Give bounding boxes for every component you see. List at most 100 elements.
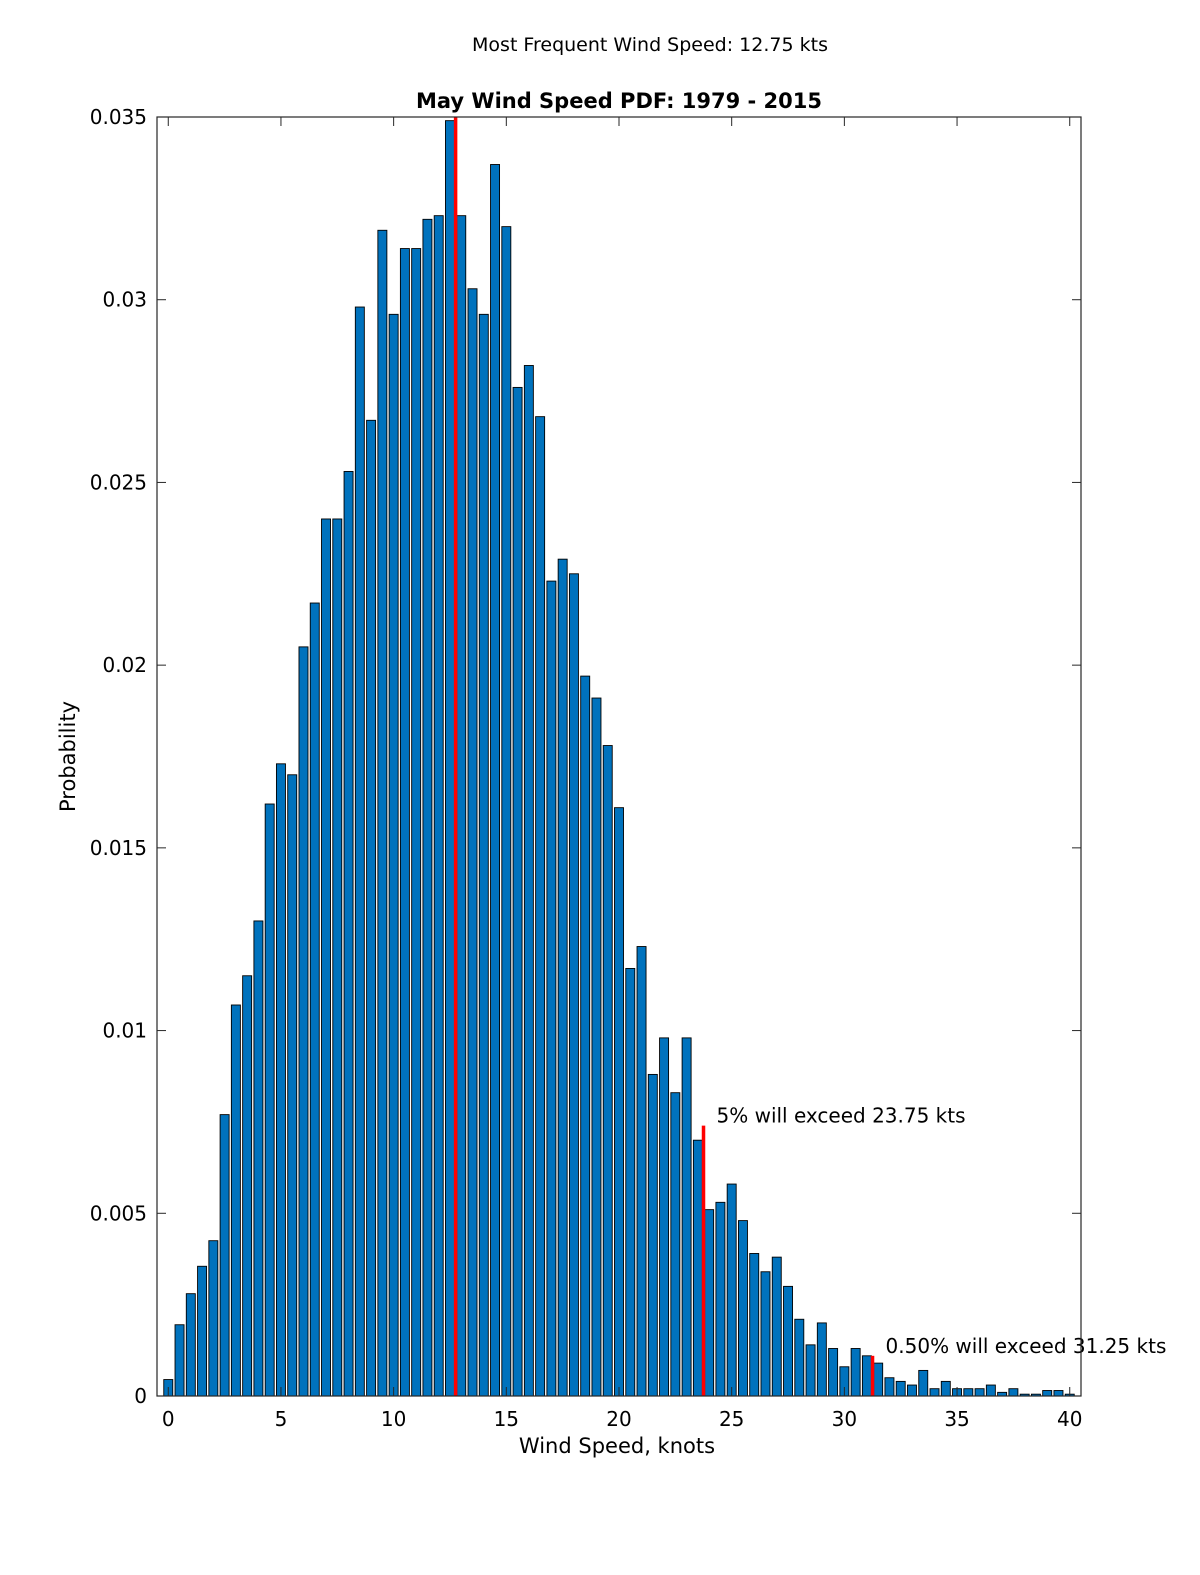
bar <box>974 1388 985 1397</box>
y-tick-label: 0.02 <box>102 653 147 677</box>
bar <box>737 1220 748 1397</box>
x-axis-label: Wind Speed, knots <box>519 1434 715 1458</box>
bar <box>963 1388 974 1397</box>
bar <box>557 558 568 1397</box>
bar <box>253 920 264 1397</box>
x-tick-label: 10 <box>381 1407 406 1431</box>
bar <box>298 646 309 1397</box>
bar <box>591 697 602 1397</box>
bar <box>490 164 501 1397</box>
bar <box>749 1253 760 1397</box>
y-tick-label: 0.01 <box>102 1019 147 1043</box>
bar <box>895 1380 906 1397</box>
chart-supertitle: Most Frequent Wind Speed: 12.75 kts <box>472 34 828 56</box>
bar <box>760 1271 771 1397</box>
y-tick-label: 0.005 <box>90 1201 147 1225</box>
bar <box>174 1324 185 1397</box>
bar <box>1008 1388 1019 1397</box>
bar <box>456 215 467 1397</box>
y-axis-label: Probability <box>56 701 80 812</box>
y-tick-label: 0.03 <box>102 288 147 312</box>
bar <box>411 248 422 1397</box>
bar <box>523 365 534 1397</box>
bar <box>467 288 478 1397</box>
bar <box>219 1114 230 1397</box>
bar <box>433 215 444 1397</box>
bar <box>805 1344 816 1397</box>
bar <box>681 1037 692 1397</box>
bar <box>985 1384 996 1397</box>
bar <box>332 518 343 1397</box>
bar-series <box>163 120 1075 1397</box>
x-tick-label: 40 <box>1057 1407 1082 1431</box>
bar <box>614 807 624 1397</box>
bar <box>242 975 253 1397</box>
bar <box>636 946 647 1397</box>
bar <box>185 1293 196 1397</box>
bar <box>918 1369 929 1397</box>
axis-ticks: 0 5 10 15 20 25 30 35 40 0 0.005 0.01 0.015 0.02 0.025… <box>90 105 1083 1431</box>
bar <box>726 1183 737 1397</box>
bar <box>873 1362 884 1397</box>
bar <box>1053 1390 1064 1397</box>
bar <box>287 774 298 1397</box>
bar <box>783 1285 793 1397</box>
bar <box>861 1355 872 1397</box>
y-tick-label: 0.035 <box>90 105 147 129</box>
bar <box>546 580 557 1397</box>
bar <box>208 1240 219 1397</box>
bar <box>422 218 433 1397</box>
x-tick-label: 35 <box>944 1407 969 1431</box>
y-tick-label: 0 <box>134 1384 147 1408</box>
bar <box>670 1092 681 1397</box>
x-tick-label: 15 <box>494 1407 519 1431</box>
x-tick-label: 5 <box>275 1407 288 1431</box>
bar <box>512 386 523 1397</box>
bar <box>197 1265 208 1397</box>
bar <box>907 1384 917 1397</box>
y-tick-label: 0.025 <box>90 470 147 494</box>
bar <box>388 313 399 1397</box>
bar <box>501 226 512 1397</box>
bar <box>602 745 613 1397</box>
bar <box>940 1380 951 1397</box>
bar <box>580 675 591 1397</box>
bar <box>230 1004 241 1397</box>
bar <box>692 1139 703 1397</box>
bar <box>478 313 489 1397</box>
bar <box>321 518 331 1397</box>
bar <box>399 248 410 1397</box>
bar <box>377 229 388 1397</box>
bar <box>884 1377 895 1397</box>
bar <box>794 1318 805 1397</box>
bar <box>625 967 636 1397</box>
bar <box>771 1256 782 1397</box>
x-tick-label: 20 <box>606 1407 631 1431</box>
bar <box>445 120 455 1397</box>
bar <box>929 1388 940 1397</box>
threshold-label: 0.50% will exceed 31.25 kts <box>886 1334 1167 1358</box>
bar <box>828 1348 839 1397</box>
chart-title: May Wind Speed PDF: 1979 - 2015 <box>416 89 822 113</box>
x-tick-label: 25 <box>719 1407 744 1431</box>
threshold-markers: 5% will exceed 23.75 kts 0.50% will excee… <box>453 117 1167 1396</box>
bar <box>1042 1390 1053 1397</box>
bar <box>659 1037 670 1397</box>
bar <box>715 1201 726 1397</box>
bar <box>704 1209 715 1397</box>
bar <box>568 573 579 1397</box>
bar <box>647 1073 658 1397</box>
bar <box>366 419 377 1397</box>
bar <box>264 803 275 1397</box>
x-tick-label: 0 <box>162 1407 175 1431</box>
bar <box>850 1348 861 1397</box>
threshold-label: 5% will exceed 23.75 kts <box>717 1104 966 1128</box>
bar <box>343 471 354 1397</box>
bar <box>816 1322 827 1397</box>
bar <box>275 763 286 1397</box>
bar <box>309 602 320 1397</box>
bar <box>354 306 365 1397</box>
x-tick-label: 30 <box>832 1407 857 1431</box>
y-tick-label: 0.015 <box>90 836 147 860</box>
